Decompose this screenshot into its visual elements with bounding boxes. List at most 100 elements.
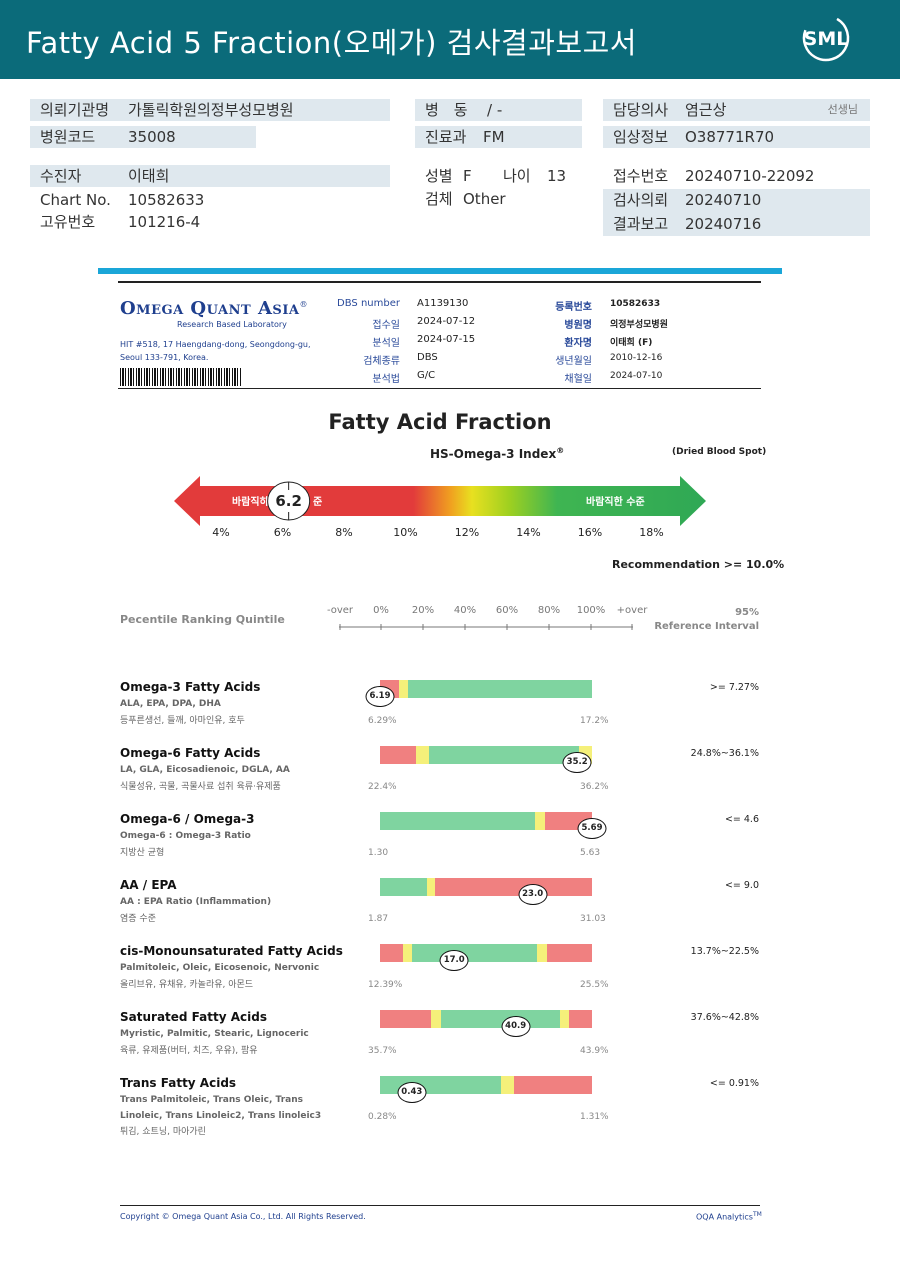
omega3-index-arrow: 바람직하 준 바람직한 수준 6.2 [174,476,706,526]
percentile-tick-label: 80% [537,605,561,616]
bar-segment-red [547,944,592,962]
hospital-code-label: 병원코드 [40,128,96,146]
index-tick-label: 10% [393,526,418,539]
bar-segment-yellow [560,1010,569,1028]
bar-segment-yellow [416,746,429,764]
row-max: 25.5% [580,980,609,990]
index-value: 6.2 [275,492,302,510]
row-name: Omega-3 Fatty Acids [120,680,261,694]
patient-meta-value: 2010-12-16 [610,353,663,363]
hs-omega3-reg: ® [556,446,565,455]
specimen-label: 검체 [425,190,453,208]
row-max: 5.63 [580,848,601,858]
row-bar [380,878,592,896]
index-tick-label: 4% [212,526,230,539]
row-korean: 등푸른생선, 들깨, 아마인유, 호두 [120,716,245,726]
ref-title-2: Reference Interval [654,621,759,632]
lab-meta-value: DBS [417,352,438,363]
copyright: Copyright © Omega Quant Asia Co., Ltd. A… [120,1212,366,1221]
receipt-label: 접수번호 [613,167,669,185]
specimen-row: 검체 Other [415,188,585,210]
doctor-label: 담당의사 [613,101,669,119]
percentile-tick-label: 0% [373,605,389,616]
row-reference: <= 9.0 [724,880,759,891]
unique-no-value: 101216-4 [128,213,201,231]
row-name: Trans Fatty Acids [120,1076,237,1090]
lab-meta-value: A1139130 [417,298,469,309]
report-date-label: 결과보고 [613,215,669,233]
bar-segment-green [380,878,427,896]
recommendation: Recommendation >= 10.0% [612,558,785,571]
bar-segment-green [407,680,592,698]
bar-segment-yellow [500,1076,514,1094]
dept-row: 진료과 FM [415,126,582,148]
row-reference: 37.6%~42.8% [690,1012,759,1023]
lab-meta-label: DBS number [337,298,400,309]
oqa-brand-text: OQA Analytics [696,1212,753,1222]
row-value-marker: 23.0 [518,884,548,905]
row-bar [380,944,592,962]
row-bar [380,746,592,764]
request-date-label: 검사의뢰 [613,191,669,209]
bar-segment-yellow [430,1010,442,1028]
clinical-label: 임상정보 [613,128,669,146]
lab-meta-value: G/C [417,370,436,381]
oqa-brand: OQA AnalyticsTM [696,1211,762,1222]
footer-rule [120,1205,760,1206]
institution-value: 가톨릭학원의정부성모병원 [128,101,294,119]
patient-meta-label: 환자명 [564,338,592,349]
fatty-acid-title: Fatty Acid Fraction [328,410,552,434]
sex-age-row: 성별 F 나이 13 [415,165,585,187]
row-reference: <= 4.6 [724,814,759,825]
percentile-tick-label: 100% [576,605,606,616]
row-bar [380,680,592,698]
row-korean: 식물성유, 곡물, 곡물사료 섭취 육류·유제품 [120,782,281,792]
row-korean: 지방산 균형 [120,848,165,858]
percentile-tick-label: 40% [453,605,477,616]
institution-row: 의뢰기관명 가톨릭학원의정부성모병원 [30,99,390,121]
lab-logo: Omega Quant Asia® [120,298,308,319]
row-name: Omega-6 Fatty Acids [120,746,261,760]
unique-no-label: 고유번호 [40,213,96,231]
lab-bottom-rule [118,388,761,389]
row-name: Omega-6 / Omega-3 [120,812,255,826]
row-korean: 튀김, 쇼트닝, 마아가린 [120,1127,206,1137]
row-subtitle: LA, GLA, Eicosadienoic, DGLA, AA [120,765,290,775]
index-tick-label: 8% [335,526,353,539]
patient-meta-value: 10582633 [610,299,661,309]
lab-meta-value: 2024-07-15 [417,334,476,345]
row-name: AA / EPA [120,878,177,892]
percentile-tick-label: -over [326,605,354,616]
patient-meta-value: 이태희 (F) [610,338,653,348]
bar-segment-red [380,1010,431,1028]
row-max: 31.03 [580,914,606,924]
bar-segment-yellow [536,944,548,962]
row-min: 35.7% [368,1046,397,1056]
hospital-code-row: 병원코드 35008 [30,126,256,148]
row-name: cis-Monounsaturated Fatty Acids [120,944,343,958]
index-tick-label: 6% [273,526,292,539]
barcode [120,368,242,386]
bar-segment-red [435,878,592,896]
index-marker: 6.2 [267,481,311,521]
row-subtitle: Omega-6 : Omega-3 Ratio [120,831,251,841]
row-min: 6.29% [368,716,397,726]
clinical-row: 임상정보 O38771R70 [603,126,870,148]
row-min: 22.4% [368,782,397,792]
clinical-value: O38771R70 [685,128,775,146]
row-bar [380,812,592,830]
index-tick-label: 12% [454,526,480,539]
row-max: 36.2% [580,782,609,792]
bar-segment-yellow [534,812,546,830]
bar-segment-green [411,944,537,962]
percentile-axis [339,624,633,630]
age-label: 나이 [503,167,531,185]
report-title: Fatty Acid 5 Fraction(오메가) 검사결과보고서 [26,26,637,60]
bar-segment-yellow [426,878,436,896]
row-value-marker: 0.43 [397,1082,427,1103]
chart-no-value: 10582633 [128,191,205,209]
row-min: 0.28% [368,1112,397,1122]
chart-no-row: Chart No. 10582633 [30,189,390,211]
lab-meta-label: 검체종류 [363,356,400,367]
row-korean: 육류, 유제품(버터, 치즈, 우유), 팜유 [120,1046,258,1056]
